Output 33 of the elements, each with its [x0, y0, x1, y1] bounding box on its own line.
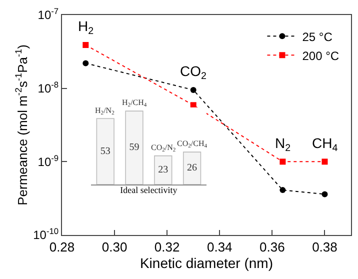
annotation: CH$_{4}$: [312, 135, 338, 154]
legend-label: 200 °C: [302, 48, 340, 63]
x-tick-label: 0.36: [260, 240, 285, 255]
x-tick-label: H$_{2}$/N$_{2}$: [95, 106, 115, 117]
annotation: N$_{2}$: [275, 135, 291, 154]
annotation: CO$_{2}$: [180, 63, 206, 82]
point: [280, 187, 286, 194]
x-tick-label: CO$_{2}$/CH$_{4}$: [177, 139, 208, 150]
x-tick-label: 0.34: [206, 240, 232, 255]
point: [322, 158, 328, 165]
point: [82, 42, 89, 48]
x-tick-label: 0.38: [312, 240, 338, 255]
y-tick-label: 10$^{-8}$: [38, 79, 59, 96]
data-label: 53: [100, 146, 110, 157]
point: [322, 191, 328, 198]
point: [190, 86, 196, 93]
data-label: 26: [187, 162, 198, 174]
x-tick-label: 0.32: [154, 240, 180, 255]
data-label: 23: [158, 164, 168, 176]
y-tick-label: 10$^{-9}$: [38, 152, 59, 169]
x-tick-label: 0.30: [102, 240, 128, 255]
point: [280, 158, 286, 165]
legend-label: 25 °C: [302, 30, 333, 44]
y-tick-label: 10$^{-10}$: [33, 226, 59, 242]
x-axis-title: Ideal selectivity: [120, 185, 178, 196]
y-tick-label: 10$^{-7}$: [38, 6, 59, 22]
annotation: H$_{2}$: [78, 18, 94, 37]
x-axis-title: Kinetic diameter (nm): [140, 254, 274, 271]
x-tick-label: CO$_{2}$/N$_{2}$: [151, 143, 176, 154]
data-label: 59: [129, 142, 140, 154]
x-tick-label: 0.28: [49, 240, 75, 255]
point: [82, 60, 89, 66]
x-tick-label: H$_{2}$/CH$_{4}$: [122, 98, 147, 109]
